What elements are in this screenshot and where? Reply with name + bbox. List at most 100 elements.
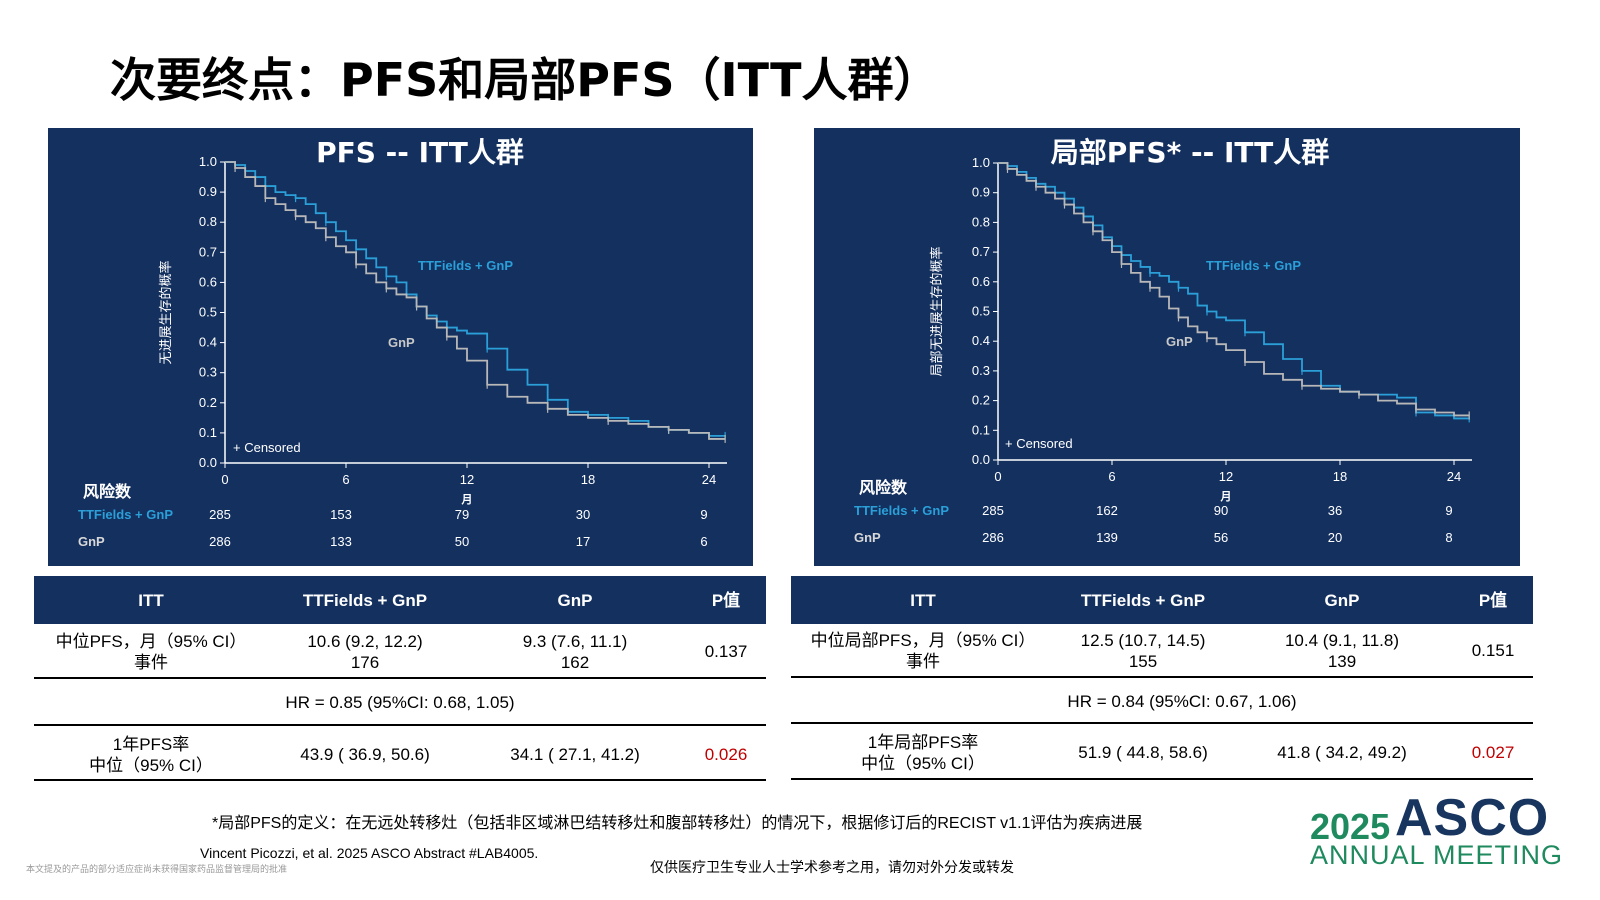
censored-legend: + Censored — [233, 440, 301, 455]
ttf-1yr-rate: 43.9 ( 36.9, 50.6) — [300, 745, 430, 764]
y-tick-label: 0.1 — [199, 425, 217, 440]
y-tick-label: 0.0 — [199, 455, 217, 470]
series-label: TTFields + GnP — [418, 258, 513, 273]
p-value: 0.137 — [704, 642, 748, 661]
gnp-median: 10.4 (9.1, 11.8) — [1284, 631, 1400, 650]
small-disclaimer: 本文提及的产品的部分适应症尚未获得国家药品监督管理局的批准 — [26, 864, 288, 874]
x-tick-label: 24 — [1447, 469, 1461, 484]
p-value: 0.151 — [1471, 641, 1515, 660]
y-tick-label: 0.9 — [199, 184, 217, 199]
divider — [34, 779, 766, 781]
risk-value: 286 — [982, 530, 1004, 545]
y-tick-label: 1.0 — [199, 154, 217, 169]
hazard-ratio: HR = 0.84 (95%CI: 0.67, 1.06) — [1067, 692, 1297, 711]
risk-value: 20 — [1328, 530, 1342, 545]
risk-value: 285 — [982, 503, 1004, 518]
header-itt: ITT — [138, 591, 164, 610]
risk-value: 139 — [1096, 530, 1118, 545]
ttf-events: 155 — [1128, 652, 1158, 671]
risk-value: 90 — [1214, 503, 1228, 518]
row-events-label: 事件 — [134, 653, 168, 672]
gnp-median: 9.3 (7.6, 11.1) — [522, 632, 628, 651]
y-tick-label: 0.6 — [199, 274, 217, 289]
gnp-1yr-rate: 34.1 ( 27.1, 41.2) — [510, 745, 640, 764]
y-tick-label: 0.4 — [972, 333, 990, 348]
risk-value: 153 — [330, 507, 352, 522]
pfs-chart: PFS -- ITT人群 0.0 0.1 0.2 0.3 0.4 0.5 0.6 0.7 0.8 0… — [78, 136, 727, 549]
x-tick-label: 6 — [1108, 469, 1115, 484]
risk-value: 285 — [209, 507, 231, 522]
y-tick-label: 0.9 — [972, 185, 990, 200]
risk-row-label: TTFields + GnP — [854, 503, 949, 518]
risk-value: 162 — [1096, 503, 1118, 518]
risk-value: 9 — [1445, 503, 1452, 518]
risk-row-label: TTFields + GnP — [78, 507, 173, 522]
risk-value: 50 — [455, 534, 469, 549]
series-line-gnp — [998, 162, 1470, 417]
x-tick-label: 12 — [460, 472, 474, 487]
local-pfs-chart: 局部PFS* -- ITT人群 0.0 0.1 0.2 0.3 0.4 0.5 0.6 0.7 0… — [854, 136, 1472, 545]
series-line-gnp — [225, 161, 726, 440]
y-tick-label: 0.3 — [199, 365, 217, 380]
local-pfs-chart-panel: 局部PFS* -- ITT人群 0.0 0.1 0.2 0.3 0.4 0.5 0.6 0.7 0… — [814, 128, 1520, 566]
ttf-1yr-rate: 51.9 ( 44.8, 58.6) — [1078, 743, 1208, 762]
header-ttfields: TTFields + GnP — [1080, 591, 1206, 610]
y-tick-label: 0.2 — [199, 395, 217, 410]
header-gnp: GnP — [1324, 591, 1360, 610]
x-axis-label: 月 — [1220, 490, 1232, 503]
series-label: GnP — [388, 335, 415, 350]
local-pfs-table-header: ITT TTFields + GnP GnP P值 — [791, 576, 1533, 624]
pfs-chart-panel: PFS -- ITT人群 0.0 0.1 0.2 0.3 0.4 0.5 0.6 0.7 0.8 0… — [48, 128, 753, 566]
risk-value: 30 — [576, 507, 590, 522]
gnp-events: 162 — [560, 653, 590, 672]
row-1yr-sublabel: 中位（95% CI） — [89, 756, 213, 775]
p-value-significant: 0.026 — [704, 745, 748, 764]
footnote: *局部PFS的定义：在无远处转移灶（包括非区域淋巴结转移灶和腹部转移灶）的情况下… — [212, 815, 1143, 832]
y-tick-label: 0.7 — [972, 244, 990, 259]
y-tick-label: 0.7 — [199, 244, 217, 259]
hazard-ratio: HR = 0.85 (95%CI: 0.68, 1.05) — [285, 693, 515, 712]
y-axis-label: 局部无进展生存的概率 — [929, 246, 945, 376]
series-label: GnP — [1166, 334, 1193, 349]
ttf-median: 10.6 (9.2, 12.2) — [307, 632, 423, 651]
risk-row-label: GnP — [78, 534, 105, 549]
logo-year: 2025 — [1310, 806, 1391, 847]
y-tick-label: 0.5 — [199, 305, 217, 320]
header-gnp: GnP — [557, 591, 593, 610]
y-tick-label: 0.5 — [972, 304, 990, 319]
divider — [791, 722, 1533, 724]
logo-meeting: ANNUAL MEETING — [1310, 840, 1564, 870]
gnp-1yr-rate: 41.8 ( 34.2, 49.2) — [1277, 743, 1407, 762]
x-tick-label: 18 — [581, 472, 595, 487]
p-value-significant: 0.027 — [1471, 743, 1515, 762]
risk-value: 56 — [1214, 530, 1228, 545]
risk-row-label: GnP — [854, 530, 881, 545]
pfs-table: ITT TTFields + GnP GnP P值 中位PFS，月（95% CI… — [34, 576, 766, 782]
series-line-ttfields — [998, 162, 1470, 420]
ttf-median: 12.5 (10.7, 14.5) — [1080, 631, 1206, 650]
x-tick-label: 0 — [221, 472, 228, 487]
y-tick-label: 0.4 — [199, 335, 217, 350]
risk-value: 6 — [700, 534, 707, 549]
series-line-ttfields — [225, 161, 726, 437]
risk-value: 8 — [1445, 530, 1452, 545]
row-1yr-label: 1年PFS率 — [112, 735, 190, 754]
x-tick-label: 6 — [342, 472, 349, 487]
series-label: TTFields + GnP — [1206, 258, 1301, 273]
row-1yr-sublabel: 中位（95% CI） — [861, 754, 985, 773]
risk-value: 286 — [209, 534, 231, 549]
risk-value: 9 — [700, 507, 707, 522]
row-events-label: 事件 — [906, 652, 940, 671]
x-axis-label: 月 — [461, 493, 473, 506]
y-tick-label: 0.6 — [972, 274, 990, 289]
y-tick-label: 0.1 — [972, 422, 990, 437]
header-ttfields: TTFields + GnP — [302, 591, 428, 610]
y-tick-label: 0.8 — [972, 214, 990, 229]
y-tick-label: 0.8 — [199, 214, 217, 229]
chart-title: PFS -- ITT人群 — [316, 136, 524, 169]
citation: Vincent Picozzi, et al. 2025 ASCO Abstra… — [200, 845, 539, 861]
row-median-label: 中位局部PFS，月（95% CI） — [810, 631, 1036, 650]
risk-value: 36 — [1328, 503, 1342, 518]
header-itt: ITT — [910, 591, 936, 610]
header-p: P值 — [711, 591, 741, 610]
